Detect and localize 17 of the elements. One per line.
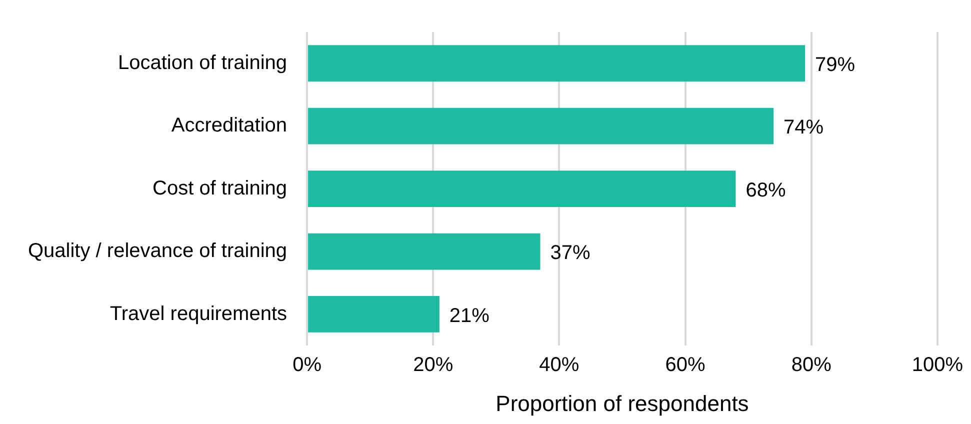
- y-tick-label: Accreditation: [171, 114, 288, 137]
- y-tick-label: Quality / relevance of training: [28, 240, 288, 262]
- data-label: 21%: [449, 304, 490, 327]
- data-label: 74%: [784, 116, 824, 139]
- y-tick-label: Cost of training: [152, 177, 288, 200]
- x-tick-label: 60%: [665, 354, 706, 376]
- data-label: 68%: [746, 179, 786, 202]
- data-label: 79%: [815, 54, 856, 76]
- x-tick-label: 0%: [292, 354, 322, 376]
- x-tick-label: 100%: [912, 354, 964, 376]
- x-tick-label: 40%: [539, 354, 580, 376]
- data-label: 37%: [550, 242, 591, 264]
- x-axis-title: Proportion of respondents: [496, 390, 749, 416]
- x-tick-label: 20%: [413, 354, 454, 376]
- y-tick-label: Travel requirements: [110, 302, 288, 325]
- x-tick-label: 80%: [791, 354, 832, 376]
- y-tick-label: Location of training: [118, 52, 288, 74]
